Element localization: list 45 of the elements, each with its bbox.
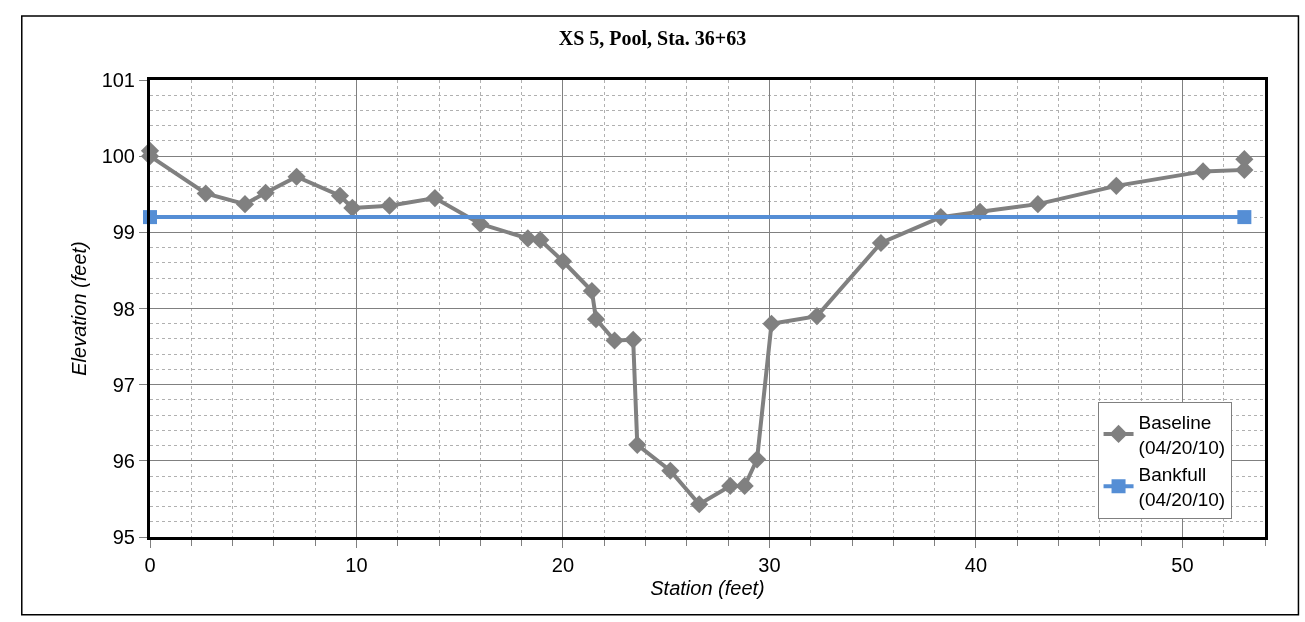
point xyxy=(1028,195,1047,214)
point xyxy=(531,230,550,250)
point xyxy=(721,476,740,496)
x-tick-label: 30 xyxy=(758,554,781,576)
point xyxy=(553,252,573,271)
point xyxy=(343,198,362,218)
point xyxy=(762,314,781,333)
point xyxy=(871,233,891,253)
x-tick-label: 0 xyxy=(144,554,156,576)
point xyxy=(624,330,643,349)
legend-label: Baseline (04/20/10) xyxy=(1138,411,1226,458)
y-axis-title: Elevation (feet) xyxy=(68,241,91,376)
point xyxy=(747,450,767,469)
point xyxy=(287,167,306,186)
point xyxy=(1193,162,1213,181)
x-tick-label: 20 xyxy=(551,554,575,576)
point xyxy=(256,183,275,202)
point xyxy=(1237,210,1252,225)
x-axis-title: Station (feet) xyxy=(650,576,765,599)
y-tick-label: 95 xyxy=(112,526,135,548)
point xyxy=(605,331,624,350)
point xyxy=(196,184,215,203)
chart-title: XS 5, Pool, Sta. 36+63 xyxy=(558,27,747,50)
point xyxy=(582,281,601,301)
point xyxy=(690,495,709,514)
point xyxy=(380,196,399,215)
point xyxy=(661,461,680,480)
y-tick-label: 98 xyxy=(112,297,135,320)
point xyxy=(628,435,647,454)
y-tick-label: 101 xyxy=(101,69,135,91)
point xyxy=(807,307,827,326)
point xyxy=(735,476,754,496)
point xyxy=(425,188,445,208)
x-tick-label: 50 xyxy=(1171,554,1194,576)
point xyxy=(586,310,606,329)
x-tick-label: 40 xyxy=(964,554,988,576)
point xyxy=(330,186,350,205)
point xyxy=(1107,176,1126,195)
y-tick-label: 99 xyxy=(112,221,135,244)
y-tick-label: 96 xyxy=(112,449,135,472)
x-tick-label: 10 xyxy=(345,554,368,576)
point xyxy=(235,195,255,214)
legend-label: Bankfull (04/20/10) xyxy=(1138,464,1226,511)
y-tick-label: 97 xyxy=(112,373,135,396)
y-tick-label: 100 xyxy=(101,145,135,168)
